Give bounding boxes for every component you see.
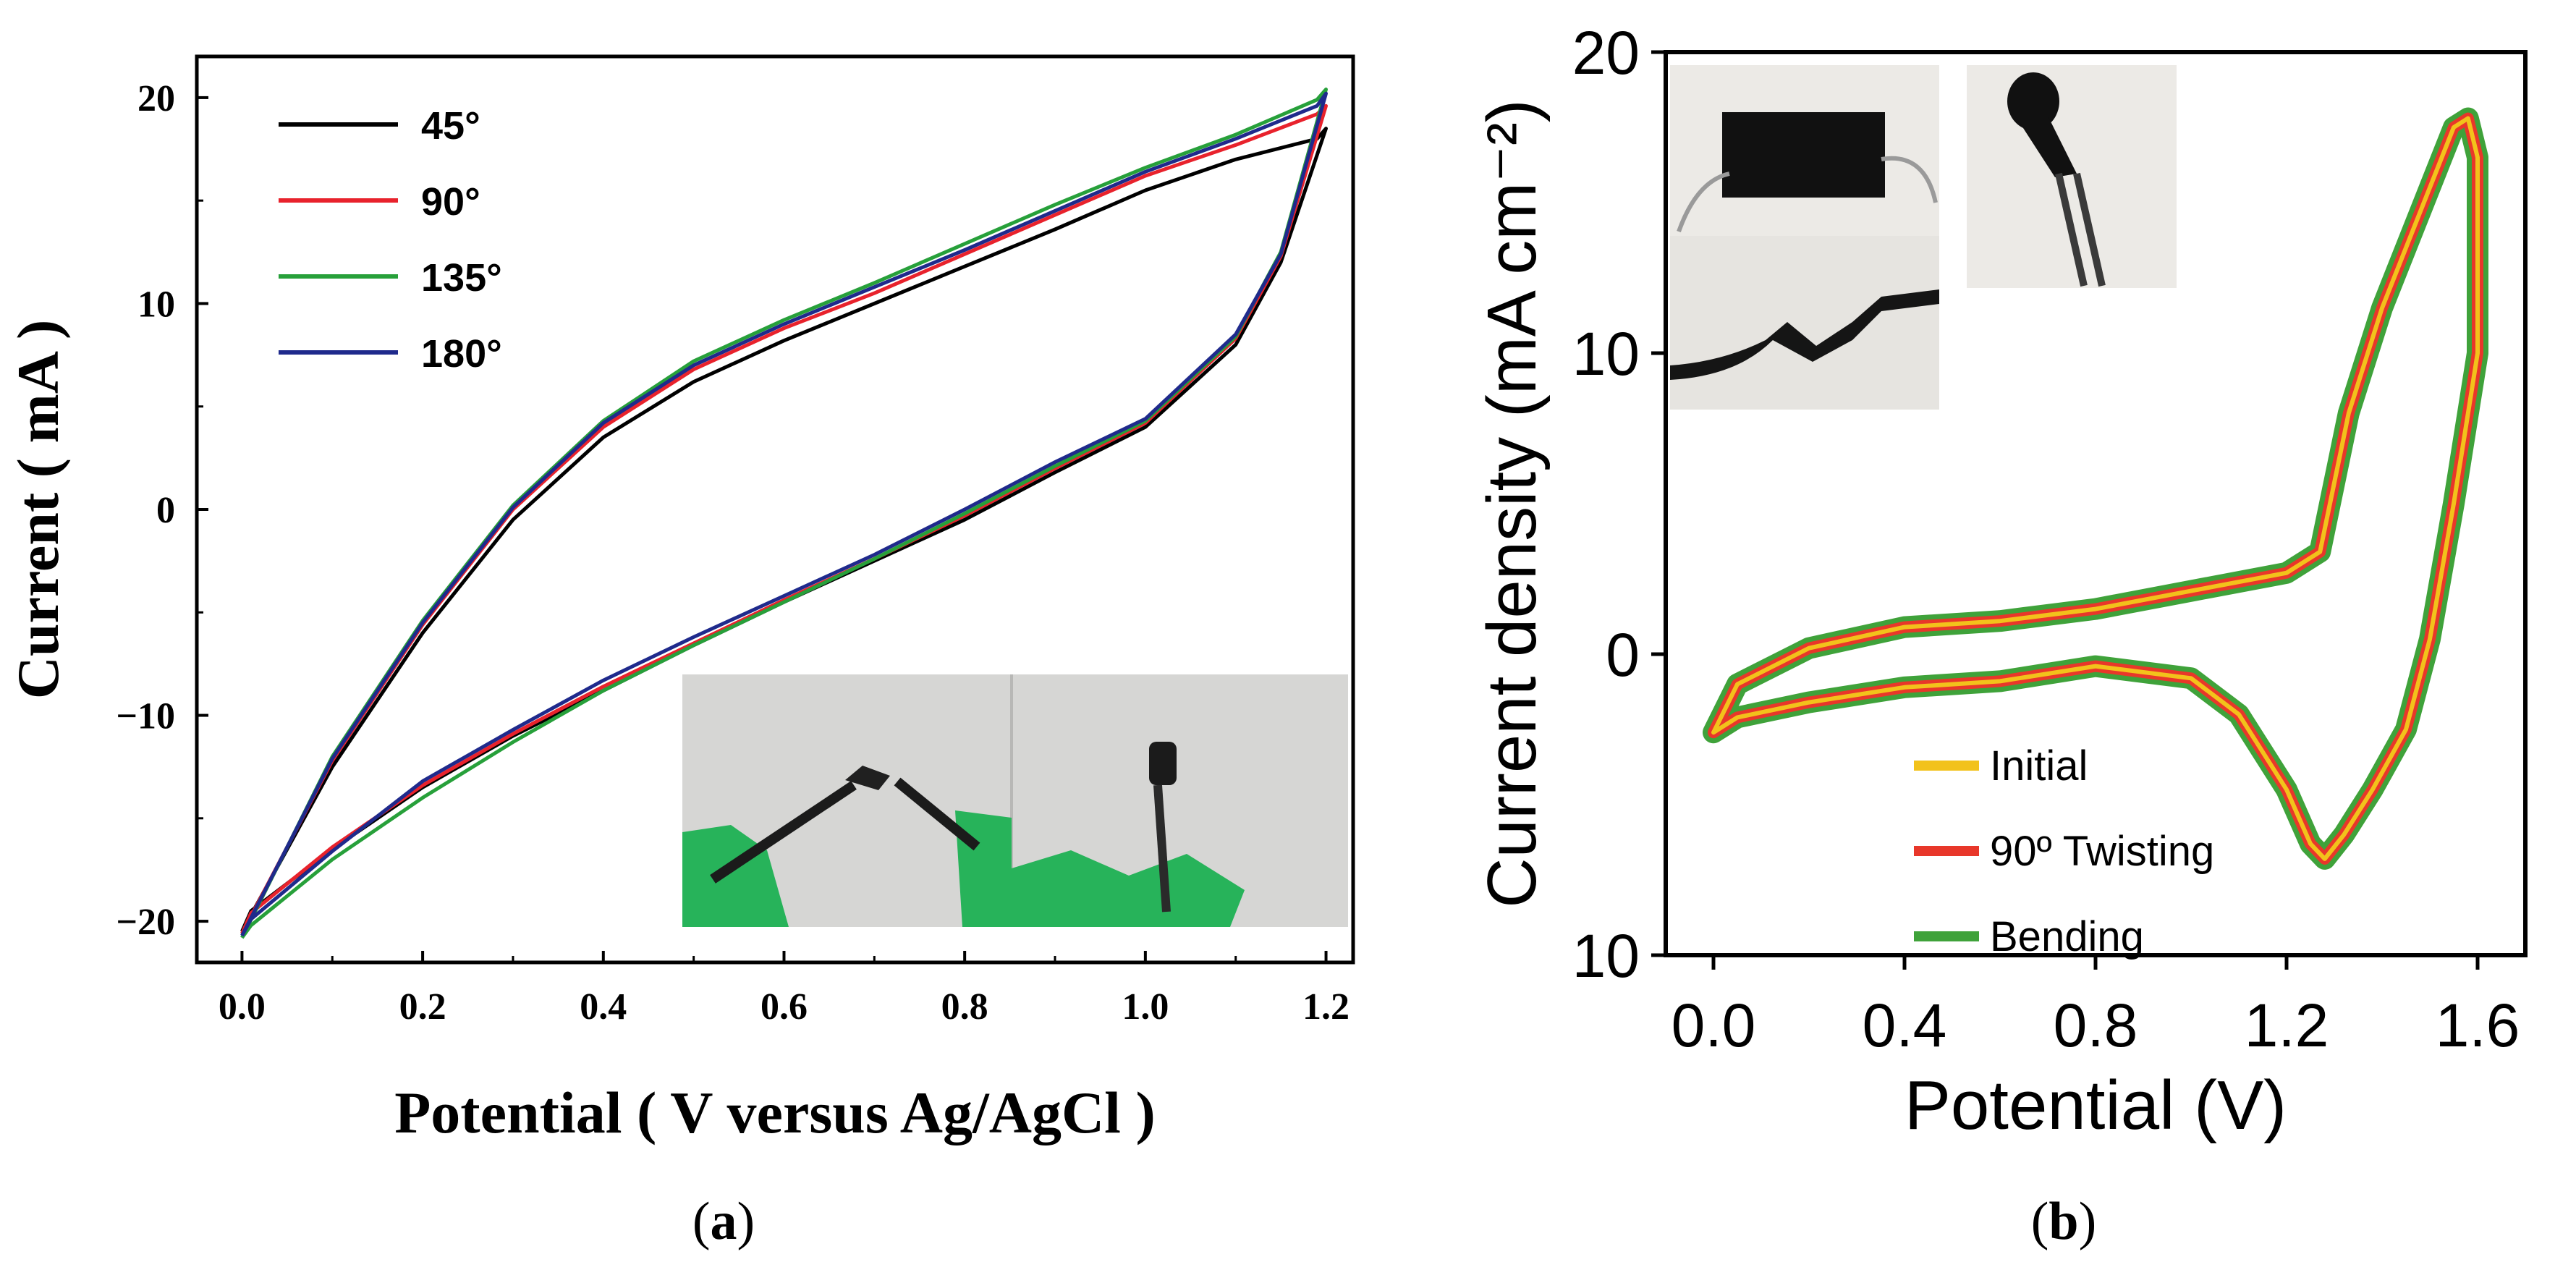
panel-b: 0.0 0.4 0.8 1.2 1.6 10 0 10 20 Initial 90º Twisti… xyxy=(1473,19,2528,1251)
bent-electrode-body xyxy=(2015,116,2077,177)
panel-a-x-axis-label: Potential ( V versus Ag/AgCl ) xyxy=(394,1080,1156,1145)
panel-a-y-tick-label: −20 xyxy=(116,902,175,943)
panel-a-y-axis-label: Current ( mA ) xyxy=(5,320,71,700)
panel-b-y-axis-label: Current density (mA cm⁻²) xyxy=(1473,99,1551,908)
panel-a-legend-label: 180° xyxy=(421,332,502,376)
panel-b-x-tick-label: 0.0 xyxy=(1672,991,1756,1059)
panel-b-legend-label: Bending xyxy=(1990,913,2144,960)
panel-a-x-tick-label: 0.8 xyxy=(941,986,988,1028)
panel-b-ticks: 0.0 0.4 0.8 1.2 1.6 10 0 10 20 xyxy=(1572,19,2520,1059)
panel-b-caption-label: b xyxy=(2048,1192,2078,1251)
panel-a-caption-label: a xyxy=(711,1192,737,1251)
tweezer-right xyxy=(894,777,980,851)
electrode-sample-1 xyxy=(845,766,890,790)
panel-b-x-tick-label: 1.6 xyxy=(2436,991,2520,1059)
panel-b-legend-label: 90º Twisting xyxy=(1990,828,2214,875)
panel-a-x-tick-label: 0.6 xyxy=(760,986,808,1028)
panel-b-y-tick-label: 0 xyxy=(1606,621,1640,689)
panel-b-legend: Initial 90º Twisting Bending xyxy=(1914,742,2214,960)
panel-b-y-tick-label: 20 xyxy=(1572,19,1640,87)
panel-a: 0.0 0.2 0.4 0.6 0.8 1.0 1.2 −20 −10 0 10 20 45° 90° 1… xyxy=(5,54,1355,1251)
panel-a-legend-label: 135° xyxy=(421,256,502,300)
panel-a-caption: (a) xyxy=(692,1192,755,1251)
panel-a-y-tick-label: 10 xyxy=(137,284,175,325)
panel-b-inset-photos xyxy=(1670,65,2177,410)
panel-a-legend: 45° 90° 135° 180° xyxy=(279,104,502,376)
panel-a-legend-label: 90° xyxy=(421,180,480,224)
panel-b-series xyxy=(1703,107,2488,870)
panel-a-series-line xyxy=(240,127,1328,933)
panel-a-y-tick-label: −10 xyxy=(116,696,175,737)
panel-b-x-tick-label: 0.4 xyxy=(1863,991,1947,1059)
panel-a-legend-label: 45° xyxy=(421,104,480,148)
panel-b-x-tick-label: 1.2 xyxy=(2245,991,2329,1059)
panel-b-legend-label: Initial xyxy=(1990,742,2088,789)
bent-wire-2 xyxy=(2073,172,2106,287)
panel-b-caption: (b) xyxy=(2031,1192,2096,1251)
panel-b-x-tick-label: 0.8 xyxy=(2054,991,2138,1059)
panel-a-x-tick-label: 1.2 xyxy=(1302,986,1350,1028)
wire-left xyxy=(1677,171,1730,233)
twisted-electrode xyxy=(1670,289,1939,380)
bent-wire-1 xyxy=(2055,172,2088,287)
glove-right-1 xyxy=(955,810,1012,927)
panel-a-series-line xyxy=(240,103,1328,935)
panel-a-inset-photo xyxy=(682,674,1348,927)
panel-a-y-tick-label: 0 xyxy=(156,490,175,531)
panel-a-x-tick-label: 0.0 xyxy=(219,986,266,1028)
tweezer-left xyxy=(710,781,857,884)
panel-a-x-tick-label: 0.2 xyxy=(399,986,446,1028)
electrode-sample-2 xyxy=(1149,742,1177,785)
wire-right xyxy=(1881,156,1938,203)
flat-electrode xyxy=(1722,112,1885,198)
panel-a-y-tick-label: 20 xyxy=(137,78,175,119)
tweezer-2 xyxy=(1153,784,1171,912)
panel-b-y-tick-label: 10 xyxy=(1572,922,1640,990)
panel-a-series-line xyxy=(240,91,1328,937)
inset-photo-bent xyxy=(1967,65,2177,288)
panel-a-series xyxy=(240,88,1328,939)
panel-a-x-tick-label: 1.0 xyxy=(1122,986,1169,1028)
panel-b-series-line xyxy=(1711,116,2480,861)
panel-a-ticks: 0.0 0.2 0.4 0.6 0.8 1.0 1.2 −20 −10 0 10 20 xyxy=(116,78,1350,1028)
inset-photo-twisted xyxy=(1670,236,1939,410)
glove-2 xyxy=(1012,850,1245,927)
panel-a-x-tick-label: 0.4 xyxy=(580,986,627,1028)
panel-b-y-tick-label: 10 xyxy=(1572,320,1640,388)
panel-b-x-axis-label: Potential (V) xyxy=(1905,1067,2287,1144)
